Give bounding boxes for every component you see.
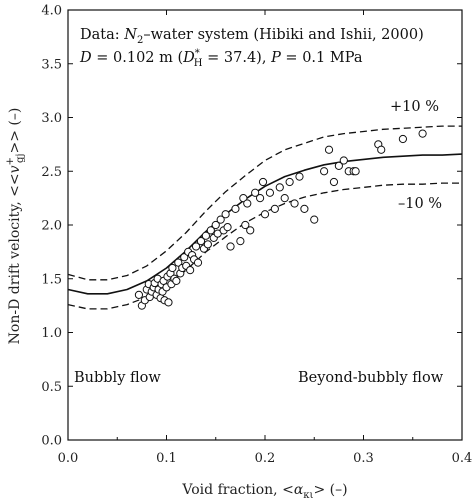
data-point [275,183,284,192]
data-point [241,220,250,230]
data-point [211,220,220,230]
data-point [398,134,407,144]
data-point [265,188,275,197]
data-point [172,276,181,285]
y-tick-label: 2.0 [41,219,62,234]
data-point [216,215,225,224]
y-tick-label: 1.0 [41,326,62,341]
x-axis-title: Void fraction, <ακι> (–) [181,482,347,500]
x-tick-label: 0.1 [156,451,177,466]
data-point [285,177,294,187]
y-tick-label: 0.0 [41,434,62,449]
conditions-annotation: D = 0.102 m (D* H = 37.4), P = 0.1 MPa [79,48,363,69]
beyond-bubbly-flow-label: Beyond-bubbly flow [298,370,444,386]
data-point [223,223,232,232]
correlation-line [67,153,463,295]
x-tick-label: 0.2 [255,451,276,466]
y-tick-label: 4.0 [41,4,62,19]
data-point [290,199,299,208]
y-tick-label: 2.5 [41,165,62,180]
y-tick-label: 3.0 [41,111,62,126]
data-point [239,194,248,203]
data-point [168,263,177,273]
data-point [164,298,173,307]
data-point [243,199,252,208]
minus10-label: –10 % [398,196,442,212]
data-point [310,215,319,224]
data-point [324,145,334,154]
x-tick-label: 0.0 [58,451,79,466]
data-point [191,242,201,251]
x-tick-label: 0.4 [452,451,473,466]
data-point [203,240,212,249]
data-point [246,226,255,235]
x-axis: 0.0 0.1 0.2 0.3 0.4 [58,10,473,466]
data-point [270,204,279,213]
data-point [206,226,215,235]
data-point [231,204,240,213]
data-point [236,237,245,246]
data-point [193,258,203,267]
x-tick-label: 0.3 [353,451,374,466]
bound-line-2 [67,182,462,310]
y-axis: 0.0 0.5 1.0 1.5 2.0 2.5 3.0 3.5 4.0 [41,4,462,449]
data-point [418,129,427,138]
data-point [226,242,235,251]
data-point [334,161,343,170]
data-point [134,290,144,299]
data-point [260,210,270,219]
data-point [339,156,348,165]
bound-line-1 [67,125,462,281]
data-point [258,177,268,187]
plus10-label: +10 % [390,99,439,115]
data-point [186,266,195,275]
data-point [221,210,230,219]
data-point [196,237,206,246]
bubbly-flow-label: Bubbly flow [74,370,161,386]
data-point [174,258,183,267]
y-axis-title: Non-D drift velocity, <<v+gj>> (–) [5,108,26,345]
data-point [255,194,265,203]
y-tick-label: 3.5 [41,57,62,72]
data-point [251,188,260,197]
data-point [351,167,360,176]
data-point [280,194,289,203]
data-point [320,167,329,176]
y-tick-label: 0.5 [41,380,62,395]
y-tick-label: 1.5 [41,272,62,287]
series-layer [67,125,463,310]
data-point [180,253,189,262]
data-point [201,231,210,240]
data-point [329,177,339,187]
data-point [377,145,386,154]
data-point [300,204,309,213]
data-source-annotation: Data: N2–water system (Hibiki and Ishii,… [80,27,424,46]
data-point [295,172,304,181]
